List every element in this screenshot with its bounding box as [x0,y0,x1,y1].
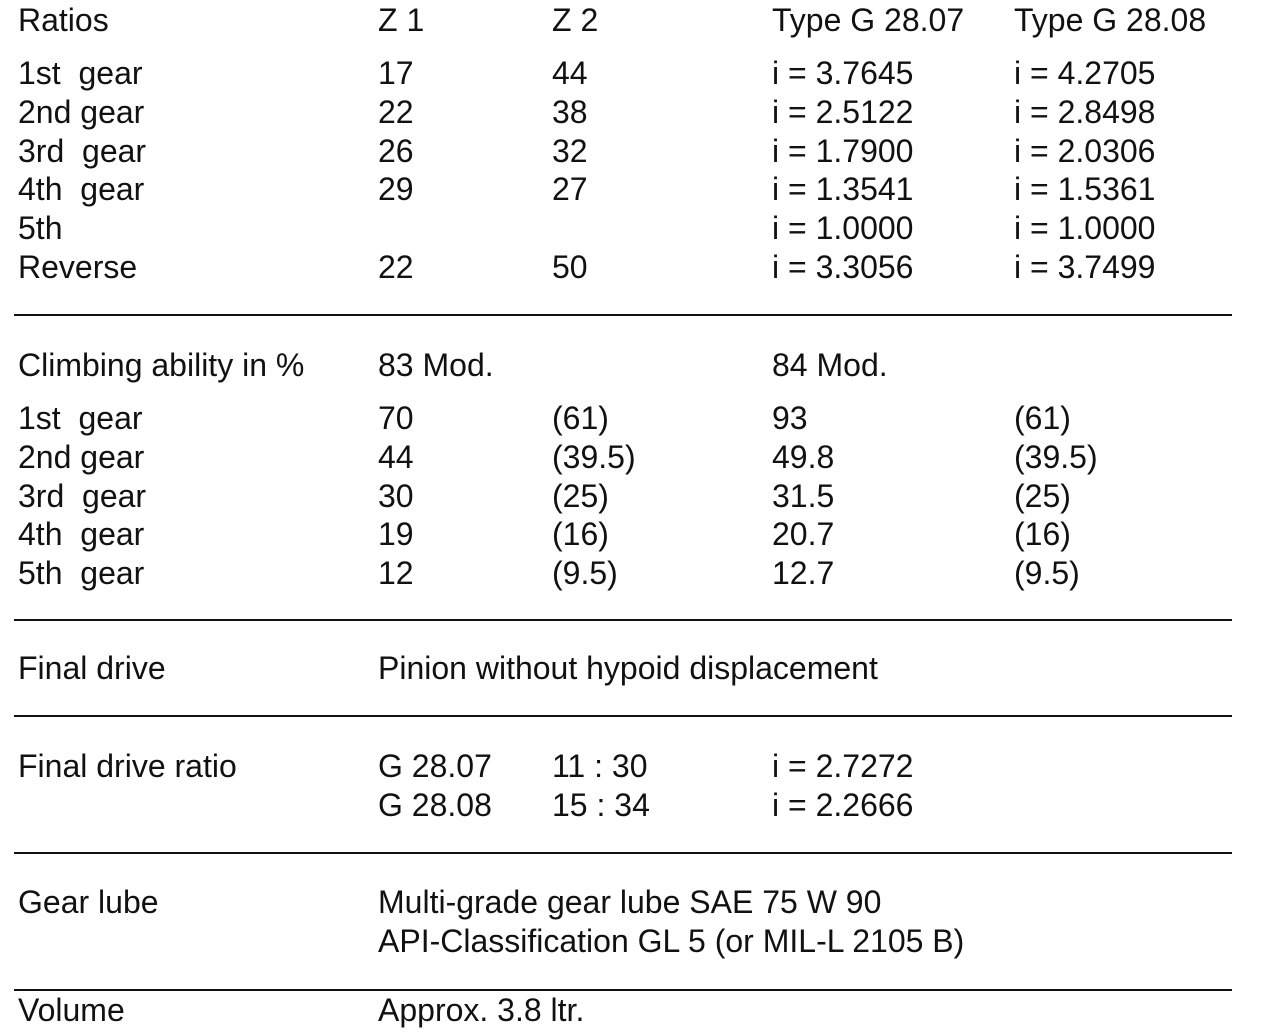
rule [14,619,1232,621]
table-cell: 50 [552,249,588,285]
table-cell: i = 1.0000 [772,210,914,247]
table-cell: i = 2.7272 [772,748,914,784]
table-cell: 5th [18,210,63,247]
table-cell: 1st gear [18,55,143,91]
table-cell: i = 2.0306 [1014,132,1156,169]
table-cell: i = 3.7499 [1014,249,1156,285]
row-value: Multi-grade gear lube SAE 75 W 90 [378,884,882,920]
table-cell: Reverse [18,249,138,285]
table-cell: G 28.08 [378,787,492,823]
table-cell: 2nd gear [18,438,145,475]
table-cell: 1st gear [18,400,143,436]
table-cell: 3rd gear [18,132,147,169]
table-cell: 49.8 [772,438,835,475]
table-cell: 3rd gear [18,477,147,514]
table-cell: 27 [552,171,588,208]
table-cell: 5th gear [18,555,145,592]
table-cell: 29 [378,171,414,208]
column-header: Z 2 [552,2,599,38]
rule [14,852,1232,854]
table-cell: 12.7 [772,555,835,592]
table-cell: 38 [552,93,588,130]
table-cell: i = 1.5361 [1014,171,1156,208]
table-cell: (39.5) [1014,438,1098,475]
row-label: Final drive [18,650,166,686]
column-header: Type G 28.07 [772,2,965,38]
rule [14,314,1232,316]
row-value: API-Classification GL 5 (or MIL-L 2105 B… [378,923,965,959]
table-cell: (9.5) [1014,555,1080,592]
column-header: 83 Mod. [378,347,494,383]
table-cell: i = 1.0000 [1014,210,1156,247]
table-cell: 30 [378,477,414,514]
table-cell: 4th gear [18,516,145,553]
row-label: Volume [18,992,125,1028]
row-value: Approx. 3.8 ltr. [378,992,585,1028]
table-cell: (39.5) [552,438,636,475]
table-cell: 31.5 [772,477,835,514]
rule [14,715,1232,717]
table-cell: (25) [552,477,609,514]
table-cell: (25) [1014,477,1071,514]
table-cell: 44 [378,438,414,475]
table-cell: 93 [772,400,808,436]
table-cell: 44 [552,55,588,91]
column-header: Climbing ability in % [18,347,305,383]
table-cell: (16) [552,516,609,553]
column-header: Z 1 [378,2,425,38]
table-cell: i = 2.5122 [772,93,914,130]
table-cell: i = 1.3541 [772,171,914,208]
row-value: Pinion without hypoid displacement [378,650,878,686]
table-cell: 11 : 30 [552,748,648,784]
table-cell: i = 3.7645 [772,55,914,91]
table-cell: 22 [378,93,414,130]
row-label: Gear lube [18,884,159,920]
table-cell: 12 [378,555,414,592]
table-cell: i = 2.2666 [772,787,914,823]
table-cell: (9.5) [552,555,618,592]
column-header: Type G 28.08 [1014,2,1207,38]
table-cell: 19 [378,516,414,553]
table-cell: i = 2.8498 [1014,93,1156,130]
table-cell: 17 [378,55,414,91]
table-cell: G 28.07 [378,748,492,784]
table-cell: i = 4.2705 [1014,55,1156,91]
table-cell: (61) [1014,400,1071,436]
table-cell: (16) [1014,516,1071,553]
table-cell: 26 [378,132,414,169]
table-cell: 32 [552,132,588,169]
table-cell: 4th gear [18,171,145,208]
table-cell: i = 1.7900 [772,132,914,169]
table-cell: 70 [378,400,414,436]
column-header: 84 Mod. [772,347,888,383]
table-cell: i = 3.3056 [772,249,914,285]
table-cell: 22 [378,249,414,285]
table-cell: 20.7 [772,516,835,553]
rule [14,989,1232,991]
table-cell: (61) [552,400,609,436]
table-cell: 15 : 34 [552,787,650,823]
row-label: Final drive ratio [18,748,237,784]
table-cell: 2nd gear [18,93,145,130]
column-header: Ratios [18,2,109,38]
